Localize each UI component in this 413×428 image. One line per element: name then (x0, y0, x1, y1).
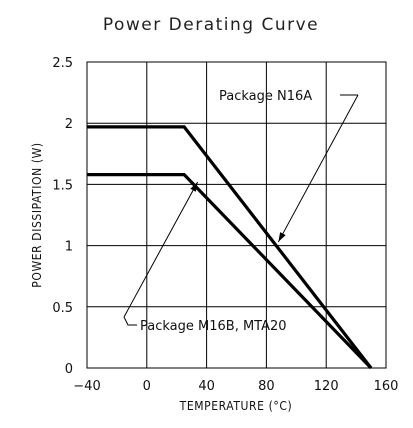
annotation-arrowhead-m16b (190, 181, 198, 192)
y-tick-label-4: 2 (65, 117, 73, 132)
annotation-label-m16b: Package M16B, MTA20 (140, 319, 287, 334)
x-tick-label-3: 80 (258, 379, 275, 394)
annotation-leader-n16a (277, 94, 359, 243)
annotation-label-n16a: Package N16A (219, 89, 312, 104)
x-tick-label-2: 40 (198, 379, 215, 394)
annotation-leader-m16b-hook (123, 316, 137, 326)
series-line-1 (87, 173, 373, 370)
series-group (87, 125, 373, 370)
y-tick-label-2: 1 (65, 240, 73, 255)
annotation-leader-m16b (123, 181, 199, 318)
annotation-arrowhead-n16a (278, 232, 286, 242)
series-line-0 (87, 125, 373, 369)
plot-frame (86, 61, 387, 369)
x-tick-label-5: 160 (374, 379, 399, 394)
y-tick-labels: 0 0.5 1 1.5 2 2.5 (52, 56, 73, 377)
annotations-group: Package N16A Package M16B, MTA20 (123, 89, 359, 334)
y-axis-label: POWER DISSIPATION (W) (30, 142, 44, 288)
x-axis-label: TEMPERATURE (°C) (179, 399, 293, 413)
chart-title: Power Derating Curve (103, 15, 319, 35)
y-tick-label-3: 1.5 (52, 178, 73, 193)
x-tick-label-0: −40 (73, 379, 100, 394)
y-tick-label-0: 0 (65, 362, 73, 377)
x-tick-label-1: 0 (143, 379, 151, 394)
x-tick-labels: −40 0 40 80 120 160 (73, 379, 398, 394)
x-tick-label-4: 120 (314, 379, 339, 394)
y-tick-label-1: 0.5 (52, 301, 73, 316)
y-tick-label-5: 2.5 (52, 56, 73, 71)
